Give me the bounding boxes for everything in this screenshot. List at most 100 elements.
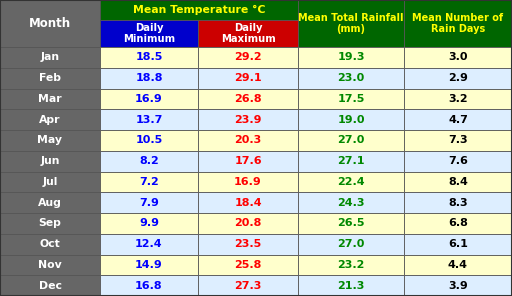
Bar [0, 89, 100, 109]
Bar [404, 109, 512, 130]
Text: 3.0: 3.0 [448, 52, 468, 62]
Bar [100, 151, 198, 171]
Bar [0, 68, 100, 89]
Text: 8.3: 8.3 [448, 198, 468, 207]
Bar [0, 255, 100, 275]
Bar [198, 20, 298, 47]
Text: 23.2: 23.2 [337, 260, 365, 270]
Text: 27.3: 27.3 [234, 281, 262, 291]
Bar [100, 109, 198, 130]
Bar [298, 47, 404, 68]
Text: 7.9: 7.9 [139, 198, 159, 207]
Text: 6.8: 6.8 [448, 218, 468, 229]
Bar [0, 130, 100, 151]
Text: Daily
Minimum: Daily Minimum [123, 23, 175, 44]
Bar [198, 171, 298, 192]
Text: 8.4: 8.4 [448, 177, 468, 187]
Bar [404, 0, 512, 47]
Text: Mean Number of
Rain Days: Mean Number of Rain Days [413, 13, 504, 34]
Bar [404, 255, 512, 275]
Text: 13.7: 13.7 [135, 115, 163, 125]
Bar [404, 213, 512, 234]
Text: 21.3: 21.3 [337, 281, 365, 291]
Text: 20.3: 20.3 [234, 135, 262, 145]
Bar [404, 234, 512, 255]
Bar [198, 192, 298, 213]
Bar [100, 192, 198, 213]
Text: 23.0: 23.0 [337, 73, 365, 83]
Bar [404, 130, 512, 151]
Text: 22.4: 22.4 [337, 177, 365, 187]
Bar [198, 47, 298, 68]
Text: 23.5: 23.5 [234, 239, 262, 249]
Bar [298, 275, 404, 296]
Text: Daily
Maximum: Daily Maximum [221, 23, 275, 44]
Text: Apr: Apr [39, 115, 61, 125]
Bar [100, 47, 198, 68]
Bar [100, 20, 198, 47]
Bar [404, 68, 512, 89]
Text: 2.9: 2.9 [448, 73, 468, 83]
Bar [198, 255, 298, 275]
Text: Aug: Aug [38, 198, 62, 207]
Text: 16.8: 16.8 [135, 281, 163, 291]
Bar [298, 130, 404, 151]
Bar [404, 192, 512, 213]
Text: 27.0: 27.0 [337, 135, 365, 145]
Text: 26.5: 26.5 [337, 218, 365, 229]
Bar [404, 47, 512, 68]
Bar [198, 109, 298, 130]
Text: 12.4: 12.4 [135, 239, 163, 249]
Bar [404, 151, 512, 171]
Text: 23.9: 23.9 [234, 115, 262, 125]
Text: 10.5: 10.5 [135, 135, 163, 145]
Bar [0, 151, 100, 171]
Bar [198, 68, 298, 89]
Bar [0, 47, 100, 68]
Text: 9.9: 9.9 [139, 218, 159, 229]
Bar [0, 192, 100, 213]
Text: Dec: Dec [38, 281, 61, 291]
Bar [100, 130, 198, 151]
Bar [298, 68, 404, 89]
Text: 26.8: 26.8 [234, 94, 262, 104]
Text: 8.2: 8.2 [139, 156, 159, 166]
Bar [198, 213, 298, 234]
Text: Sep: Sep [38, 218, 61, 229]
Bar [100, 234, 198, 255]
Text: 20.8: 20.8 [234, 218, 262, 229]
Bar [100, 255, 198, 275]
Text: 14.9: 14.9 [135, 260, 163, 270]
Bar [298, 0, 404, 47]
Bar [298, 109, 404, 130]
Text: Mean Temperature °C: Mean Temperature °C [133, 5, 265, 15]
Text: Jun: Jun [40, 156, 60, 166]
Text: 7.3: 7.3 [448, 135, 468, 145]
Bar [100, 171, 198, 192]
Text: 27.0: 27.0 [337, 239, 365, 249]
Bar [0, 171, 100, 192]
Bar [298, 213, 404, 234]
Bar [298, 151, 404, 171]
Text: 3.9: 3.9 [448, 281, 468, 291]
Text: Feb: Feb [39, 73, 61, 83]
Text: Nov: Nov [38, 260, 62, 270]
Text: 19.3: 19.3 [337, 52, 365, 62]
Text: 6.1: 6.1 [448, 239, 468, 249]
Text: 25.8: 25.8 [234, 260, 262, 270]
Text: 17.6: 17.6 [234, 156, 262, 166]
Bar [0, 275, 100, 296]
Bar [404, 89, 512, 109]
Text: 7.2: 7.2 [139, 177, 159, 187]
Text: 7.6: 7.6 [448, 156, 468, 166]
Text: 4.4: 4.4 [448, 260, 468, 270]
Bar [198, 275, 298, 296]
Bar [298, 255, 404, 275]
Bar [198, 151, 298, 171]
Text: Month: Month [29, 17, 71, 30]
Text: 19.0: 19.0 [337, 115, 365, 125]
Text: 16.9: 16.9 [234, 177, 262, 187]
Bar [0, 234, 100, 255]
Text: Jul: Jul [42, 177, 58, 187]
Text: 4.7: 4.7 [448, 115, 468, 125]
